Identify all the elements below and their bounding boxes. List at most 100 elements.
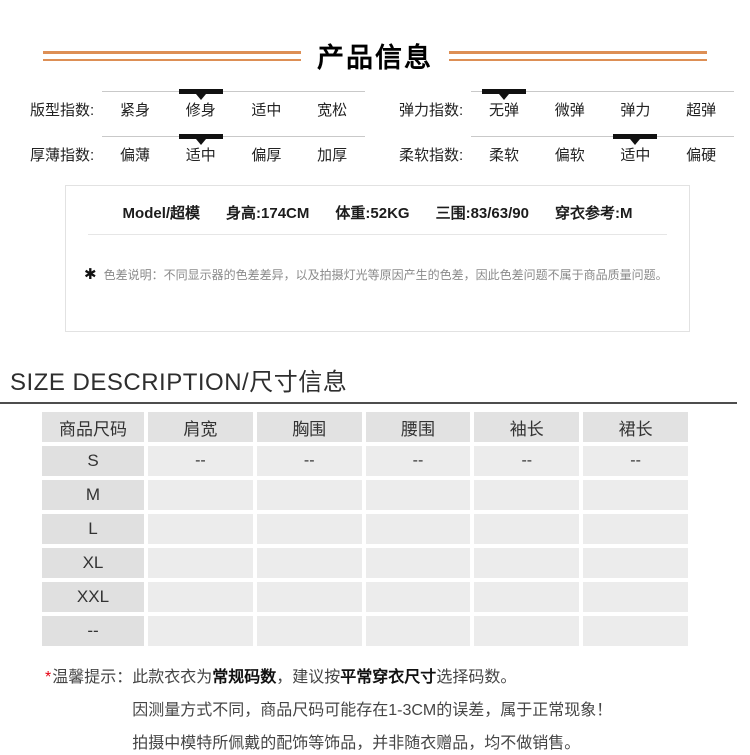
table-header-cell: 胸围 bbox=[256, 412, 362, 442]
tips-line: 拍摄中模特所佩戴的配饰等饰品，并非随衣赠品，均不做销售。 bbox=[132, 728, 750, 755]
indicator-option: 适中 bbox=[620, 147, 651, 164]
indicator-option: 偏薄 bbox=[120, 147, 151, 164]
table-header-row: 商品尺码 肩宽 胸围 腰围 袖长 裙长 bbox=[42, 412, 688, 442]
model-measurement: 三围:83/63/90 bbox=[435, 205, 529, 222]
indicator-scale: 偏薄 适中 偏厚 加厚 bbox=[102, 134, 365, 165]
indicator-scale: 柔软 偏软 适中 偏硬 bbox=[471, 134, 734, 165]
indicator-option: 加厚 bbox=[317, 147, 348, 164]
indicator-option: 紧身 bbox=[120, 102, 151, 119]
size-row-label: XXL bbox=[42, 582, 144, 612]
tips-text-segment: 平常穿衣尺寸 bbox=[340, 669, 437, 686]
model-measurement: 体重:52KG bbox=[335, 205, 410, 222]
model-measurement: 身高:174CM bbox=[226, 205, 310, 222]
header-decor-line-right bbox=[449, 50, 707, 61]
size-value-cell bbox=[365, 616, 471, 646]
size-description-heading: SIZE DESCRIPTION/尺寸信息 bbox=[0, 362, 737, 404]
color-difference-note: ✱ 色差说明：不同显示器的色差差异，以及拍摄灯光等原因产生的色差，因此色差问题不属… bbox=[84, 265, 675, 283]
size-value-cell bbox=[148, 480, 253, 510]
tips-line: 此款衣衣为常规码数，建议按平常穿衣尺寸选择码数。 bbox=[132, 662, 750, 695]
product-indicator-grid: 版型指数: 紧身 修身 适中 宽松 弹力指数: 无弹 微弹 弹力 超弹 厚薄指数: 偏薄 适中 偏厚 加厚柔… bbox=[30, 89, 734, 165]
table-row: S -- -- -- -- -- bbox=[42, 446, 688, 476]
table-row: XXL bbox=[42, 582, 688, 612]
indicator-option: 微弹 bbox=[554, 102, 585, 119]
warm-tips: *温馨提示： 此款衣衣为常规码数，建议按平常穿衣尺寸选择码数。因测量方式不同，商… bbox=[45, 662, 750, 755]
tips-text-segment: 拍摄中模特所佩戴的配饰等饰品，并非随衣赠品，均不做销售。 bbox=[132, 734, 581, 752]
tips-text-segment: 常规码数 bbox=[212, 669, 277, 686]
size-value-cell bbox=[474, 514, 580, 544]
tips-text-segment: 选择码数。 bbox=[436, 669, 517, 686]
size-value-cell bbox=[583, 582, 688, 612]
indicator-row: 版型指数: 紧身 修身 适中 宽松 bbox=[30, 89, 365, 120]
indicator-row: 厚薄指数: 偏薄 适中 偏厚 加厚 bbox=[30, 134, 365, 165]
asterisk-flower-icon: ✱ bbox=[84, 266, 97, 283]
model-measurements: Model/超模 身高:174CM 体重:52KG 三围:83/63/90 穿衣参考:M bbox=[88, 202, 667, 235]
tips-label: *温馨提示： bbox=[45, 662, 132, 755]
model-measurement: 穿衣参考:M bbox=[554, 205, 633, 222]
model-measurement: Model/超模 bbox=[122, 205, 201, 222]
product-info-header: 产品信息 bbox=[0, 0, 750, 75]
indicator-marker-icon bbox=[178, 89, 223, 94]
size-value-cell bbox=[148, 582, 253, 612]
size-value-cell bbox=[148, 514, 253, 544]
size-value-cell: -- bbox=[365, 446, 471, 476]
red-asterisk-icon: * bbox=[45, 669, 52, 686]
size-value-cell bbox=[256, 582, 362, 612]
size-value-cell bbox=[365, 514, 471, 544]
indicator-label: 弹力指数: bbox=[399, 102, 464, 119]
size-value-cell bbox=[583, 616, 688, 646]
tips-text-segment: 因测量方式不同，商品尺码可能存在1-3CM的误差，属于正常现象！ bbox=[132, 701, 613, 719]
size-value-cell bbox=[256, 548, 362, 578]
size-value-cell bbox=[365, 582, 471, 612]
size-value-cell bbox=[148, 548, 253, 578]
header-decor-line-left bbox=[43, 50, 301, 61]
indicator-row: 柔软指数: 柔软 偏软 适中 偏硬 bbox=[399, 134, 734, 165]
indicator-marker-icon bbox=[613, 134, 658, 139]
indicator-scale: 无弹 微弹 弹力 超弹 bbox=[471, 89, 734, 120]
indicator-label: 版型指数: bbox=[30, 102, 95, 119]
table-row: M bbox=[42, 480, 688, 510]
size-table: 商品尺码 肩宽 胸围 腰围 袖长 裙长 S -- -- -- -- -- M L XL XXL -- bbox=[38, 408, 692, 650]
indicator-option: 无弹 bbox=[489, 102, 520, 119]
indicator-option: 偏硬 bbox=[686, 147, 717, 164]
indicator-option: 宽松 bbox=[317, 102, 348, 119]
size-value-cell bbox=[474, 548, 580, 578]
size-value-cell bbox=[256, 616, 362, 646]
table-header-cell: 腰围 bbox=[365, 412, 471, 442]
table-row: XL bbox=[42, 548, 688, 578]
indicator-option: 柔软 bbox=[489, 147, 520, 164]
tips-label-text: 温馨提示： bbox=[52, 669, 133, 686]
indicator-option: 超弹 bbox=[686, 102, 717, 119]
size-value-cell bbox=[583, 548, 688, 578]
indicator-scale: 紧身 修身 适中 宽松 bbox=[102, 89, 365, 120]
size-value-cell: -- bbox=[148, 446, 253, 476]
page-title: 产品信息 bbox=[317, 43, 433, 73]
table-header-cell: 裙长 bbox=[583, 412, 688, 442]
tips-line: 因测量方式不同，商品尺码可能存在1-3CM的误差，属于正常现象！ bbox=[132, 695, 750, 728]
indicator-option: 弹力 bbox=[620, 102, 651, 119]
tips-text-segment: 此款衣衣为 bbox=[132, 669, 213, 686]
size-value-cell bbox=[148, 616, 253, 646]
table-row: L bbox=[42, 514, 688, 544]
indicator-row: 弹力指数: 无弹 微弹 弹力 超弹 bbox=[399, 89, 734, 120]
table-row: -- bbox=[42, 616, 688, 646]
indicator-option: 适中 bbox=[185, 147, 216, 164]
size-value-cell bbox=[365, 480, 471, 510]
indicator-option: 偏厚 bbox=[251, 147, 282, 164]
indicator-label: 厚薄指数: bbox=[30, 147, 95, 164]
table-header-cell: 袖长 bbox=[474, 412, 580, 442]
size-row-label: M bbox=[42, 480, 144, 510]
size-value-cell bbox=[256, 480, 362, 510]
table-header-cell: 肩宽 bbox=[148, 412, 253, 442]
size-row-label: -- bbox=[42, 616, 144, 646]
tips-text-segment: ，建议按 bbox=[276, 669, 341, 686]
size-row-label: XL bbox=[42, 548, 144, 578]
indicator-option: 适中 bbox=[251, 102, 282, 119]
size-value-cell bbox=[365, 548, 471, 578]
color-note-label: 色差说明： bbox=[103, 268, 164, 282]
size-value-cell bbox=[474, 616, 580, 646]
size-value-cell bbox=[583, 480, 688, 510]
size-value-cell: -- bbox=[474, 446, 580, 476]
size-value-cell bbox=[583, 514, 688, 544]
indicator-marker-icon bbox=[482, 89, 527, 94]
model-info-box: Model/超模 身高:174CM 体重:52KG 三围:83/63/90 穿衣参考:M… bbox=[65, 185, 690, 332]
